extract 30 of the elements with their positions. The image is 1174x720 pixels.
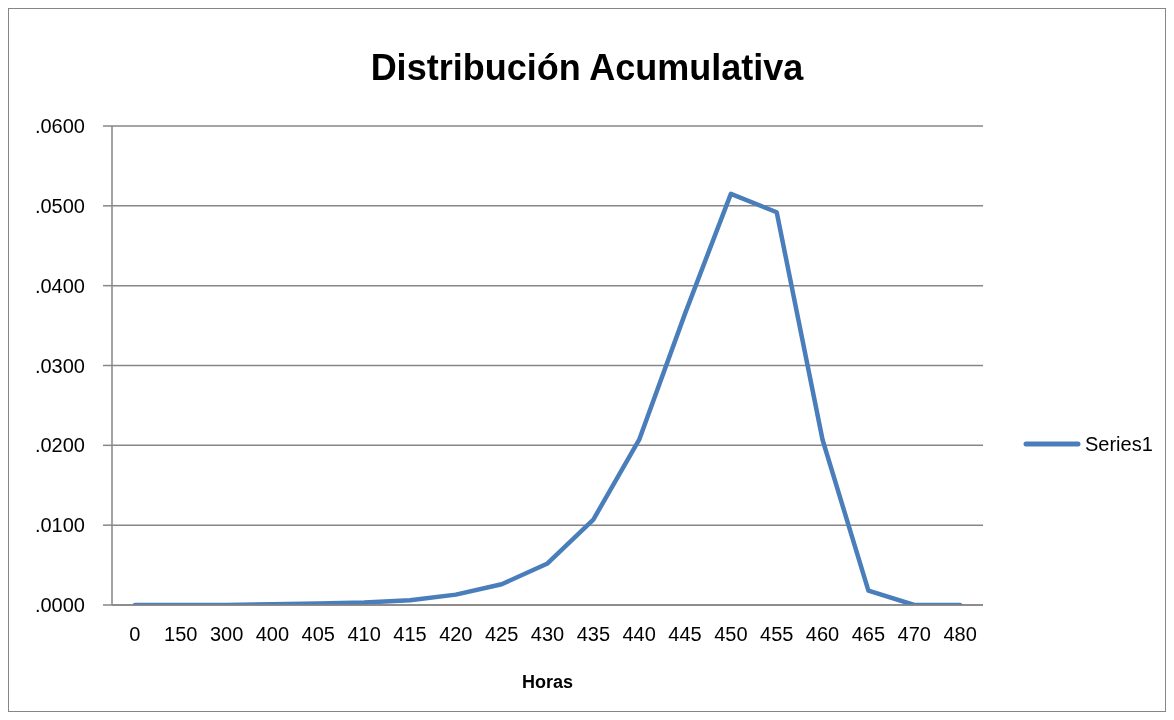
y-tick-label: .0200 — [34, 434, 85, 457]
x-tick-label: 400 — [255, 623, 290, 646]
x-tick-label: 435 — [576, 623, 611, 646]
y-tick-label: .0300 — [34, 354, 85, 377]
y-tick-label: .0100 — [34, 514, 85, 537]
x-tick-label: 410 — [347, 623, 381, 646]
line-series — [132, 191, 963, 605]
x-tick-label: 415 — [393, 623, 427, 646]
x-tick-label: 460 — [805, 623, 840, 646]
x-tick-label: 300 — [209, 623, 244, 646]
x-tick-label: 445 — [668, 623, 702, 646]
x-tick-label: 420 — [439, 623, 473, 646]
x-tick-label: 470 — [897, 623, 931, 646]
y-tick-label: .0000 — [34, 594, 85, 617]
x-tick-label: 0 — [129, 623, 141, 646]
chart-title: Distribución Acumulativa — [369, 47, 805, 88]
x-tick-label: 425 — [484, 623, 519, 646]
x-tick-label: 440 — [622, 623, 656, 646]
x-tick-label: 455 — [760, 623, 794, 646]
y-tick-label: .0400 — [34, 274, 85, 297]
x-axis-title: Horas — [521, 671, 574, 693]
x-tick-label: 430 — [530, 623, 565, 646]
x-tick-label: 405 — [301, 623, 335, 646]
y-tick-label: .0600 — [34, 115, 85, 138]
y-tick-label: .0500 — [34, 194, 85, 217]
x-tick-label: 480 — [943, 623, 977, 646]
x-tick-label: 150 — [164, 623, 198, 646]
x-tick-label: 450 — [714, 623, 748, 646]
x-tick-label: 465 — [851, 623, 886, 646]
legend-label: Series1 — [1085, 432, 1153, 456]
